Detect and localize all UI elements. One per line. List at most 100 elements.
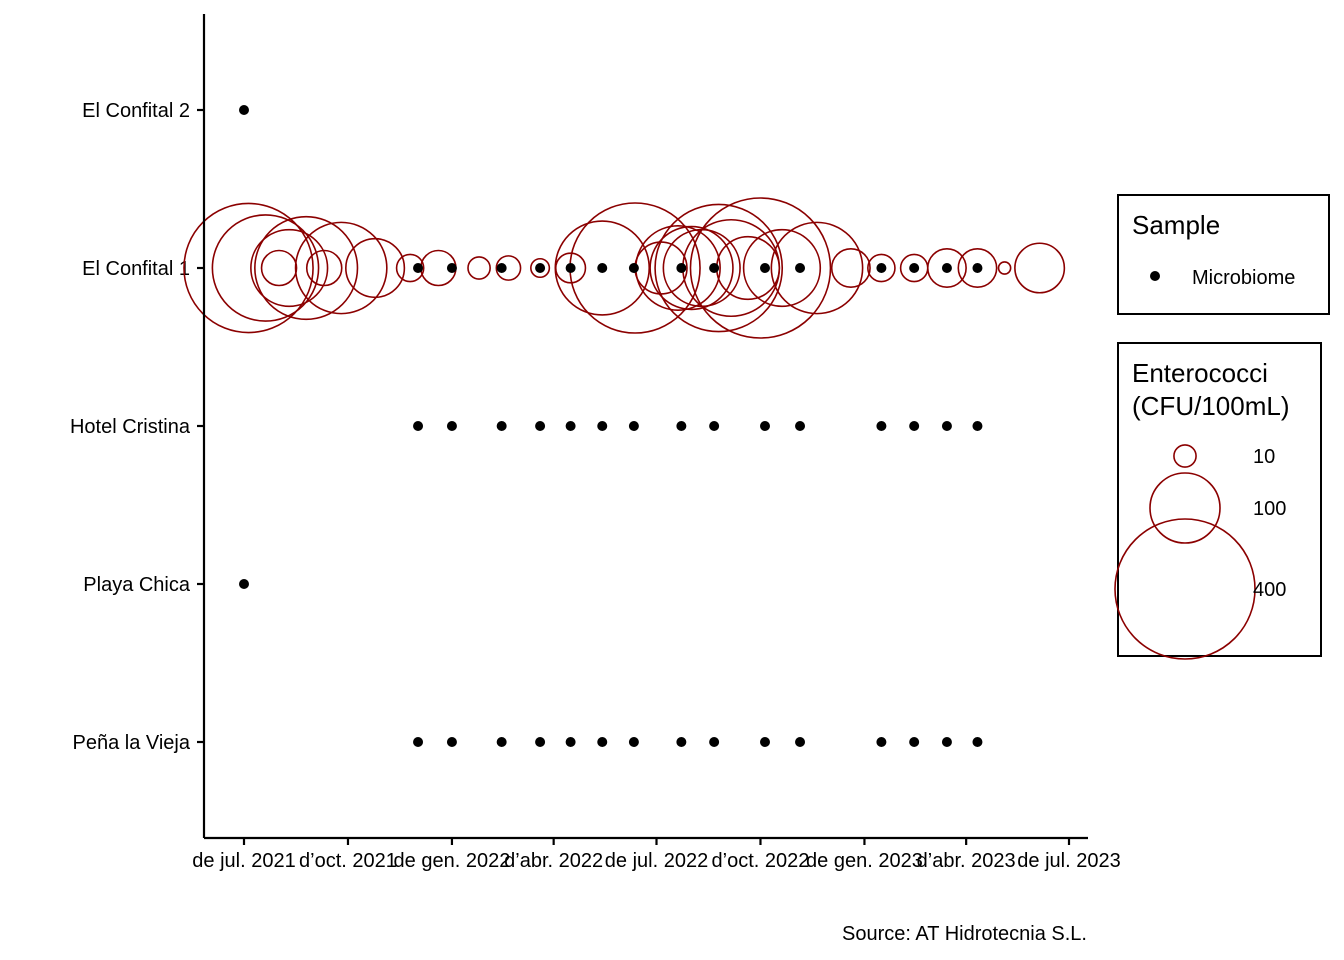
microbiome-point — [239, 579, 249, 589]
enterococci-bubble — [770, 221, 864, 315]
x-tick-label: de gen. 2023 — [806, 850, 923, 872]
microbiome-point — [876, 263, 887, 273]
microbiome-point — [597, 737, 608, 747]
size-legend-label: 10 — [1253, 446, 1275, 468]
x-tick-label: d’oct. 2021 — [299, 850, 397, 872]
microbiome-point — [876, 737, 887, 747]
enterococci-bubble — [250, 228, 329, 308]
microbiome-point — [446, 737, 457, 747]
enterococci-bubble — [742, 228, 822, 308]
enterococci-legend-title: Enterococci — [1132, 358, 1268, 388]
microbiome-point — [909, 263, 920, 273]
axes — [197, 14, 1088, 845]
size-legend-key — [1149, 472, 1221, 544]
microbiome-point — [876, 421, 887, 431]
enterococci-legend: Enterococci(CFU/100mL) 10 100 400 — [1114, 342, 1322, 660]
x-tick-label: de jul. 2022 — [605, 850, 708, 872]
y-tick-label: Hotel Cristina — [70, 416, 191, 438]
microbiome-point — [759, 737, 770, 747]
microbiome-point — [446, 263, 457, 273]
enterococci-bubble — [649, 225, 734, 311]
microbiome-point — [628, 263, 639, 273]
y-axis-labels: El Confital 2 El Confital 1 Hotel Cristina… — [70, 100, 191, 754]
enterococci-bubble — [689, 197, 832, 339]
microbiome-point — [535, 421, 546, 431]
enterococci-bubble — [260, 249, 298, 287]
enterococci-bubble — [294, 221, 388, 315]
microbiome-point — [795, 737, 806, 747]
enterococci-bubble — [305, 249, 343, 287]
x-tick-label: d’abr. 2022 — [504, 850, 603, 872]
size-legend-label: 400 — [1253, 579, 1286, 601]
enterococci-bubble — [530, 257, 551, 279]
microbiome-point — [676, 421, 687, 431]
enterococci-bubbles — [183, 197, 1066, 339]
microbiome-point — [795, 263, 806, 273]
microbiome-point — [413, 421, 424, 431]
enterococci-bubble — [926, 248, 967, 288]
microbiome-legend-label: Microbiome — [1192, 267, 1295, 289]
x-tick-label: de jul. 2021 — [192, 850, 295, 872]
enterococci-bubble — [957, 248, 998, 288]
y-tick-label: El Confital 1 — [82, 258, 190, 280]
microbiome-point — [413, 737, 424, 747]
microbiome-legend-key — [1150, 271, 1160, 281]
sample-legend: Sample Microbiome — [1117, 194, 1330, 315]
microbiome-point — [941, 737, 952, 747]
enterococci-bubble — [830, 248, 871, 288]
enterococci-bubble — [467, 256, 491, 280]
microbiome-point — [759, 263, 770, 273]
microbiome-point — [941, 421, 952, 431]
enterococci-legend-box — [1117, 342, 1322, 657]
microbiome-point — [496, 263, 507, 273]
microbiome-point — [597, 263, 608, 273]
enterococci-bubble — [654, 203, 784, 333]
size-legend-label: 100 — [1253, 498, 1286, 520]
x-tick-label: d’abr. 2023 — [917, 850, 1016, 872]
microbiome-point — [239, 105, 249, 115]
x-tick-label: de jul. 2023 — [1017, 850, 1120, 872]
microbiome-point — [972, 421, 983, 431]
enterococci-bubble — [183, 202, 314, 334]
size-legend-key — [1114, 518, 1256, 660]
enterococci-bubble — [211, 214, 320, 322]
microbiome-point — [565, 421, 576, 431]
microbiome-point — [565, 263, 576, 273]
microbiome-point — [565, 737, 576, 747]
sample-legend-title: Sample — [1132, 210, 1220, 240]
microbiome-point — [496, 737, 507, 747]
y-tick-label: Playa Chica — [83, 574, 191, 596]
source-caption: Source: AT Hidrotecnia S.L. — [842, 923, 1087, 945]
enterococci-bubble — [254, 215, 359, 321]
microbiome-point — [597, 421, 608, 431]
microbiome-point — [709, 263, 720, 273]
sample-legend-box — [1117, 194, 1330, 315]
enterococci-bubble — [554, 220, 651, 316]
microbiome-point — [413, 263, 424, 273]
enterococci-bubble — [867, 253, 896, 283]
microbiome-point — [909, 421, 920, 431]
enterococci-bubble — [495, 255, 522, 281]
enterococci-legend-title-unit: (CFU/100mL) — [1132, 391, 1289, 421]
microbiome-point — [535, 263, 546, 273]
x-tick-label: d’oct. 2022 — [712, 850, 810, 872]
microbiome-point — [628, 421, 639, 431]
y-tick-label: El Confital 2 — [82, 100, 190, 122]
microbiome-point — [759, 421, 770, 431]
microbiome-points — [239, 105, 983, 747]
microbiome-point — [972, 263, 983, 273]
microbiome-point — [909, 737, 920, 747]
microbiome-point — [709, 737, 720, 747]
microbiome-point — [972, 737, 983, 747]
y-tick-label: Peña la Vieja — [73, 732, 191, 754]
size-legend-key — [1173, 444, 1197, 468]
enterococci-bubble — [1014, 242, 1066, 294]
microbiome-point — [709, 421, 720, 431]
enterococci-bubble — [345, 237, 406, 299]
enterococci-bubble — [997, 261, 1012, 275]
microbiome-point — [676, 263, 687, 273]
microbiome-point — [628, 737, 639, 747]
microbiome-point — [446, 421, 457, 431]
